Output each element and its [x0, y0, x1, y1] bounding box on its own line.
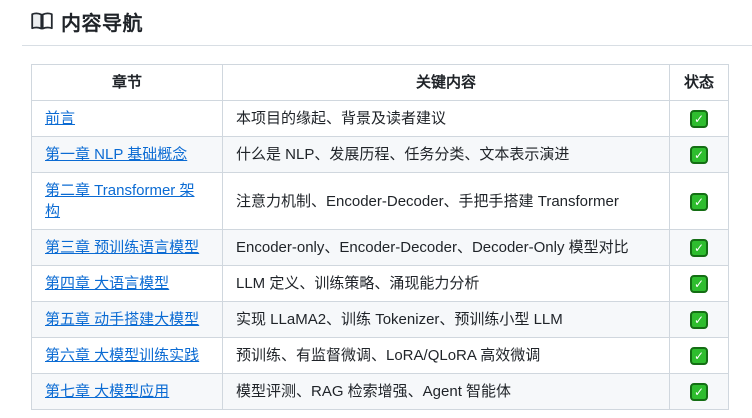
- status-cell: ✓: [669, 337, 729, 374]
- table-row: 第六章 大模型训练实践 预训练、有监督微调、LoRA/QLoRA 高效微调 ✓: [31, 337, 729, 374]
- chapter-link[interactable]: 第二章 Transformer 架构: [45, 182, 195, 220]
- key-content-cell: 实现 LLaMA2、训练 Tokenizer、预训练小型 LLM: [222, 301, 670, 338]
- key-content-cell: LLM 定义、训练策略、涌现能力分析: [222, 265, 670, 302]
- key-content-cell: Encoder-only、Encoder-Decoder、Decoder-Onl…: [222, 229, 670, 266]
- column-header-chapter: 章节: [31, 64, 223, 101]
- check-mark-icon: ✓: [690, 110, 708, 129]
- chapter-cell: 前言: [31, 100, 223, 137]
- check-mark-icon: ✓: [690, 383, 708, 402]
- chapter-cell: 第三章 预训练语言模型: [31, 229, 223, 266]
- column-header-key-content: 关键内容: [222, 64, 670, 101]
- status-cell: ✓: [669, 136, 729, 173]
- key-content-cell: 注意力机制、Encoder-Decoder、手把手搭建 Transformer: [222, 172, 670, 230]
- status-cell: ✓: [669, 301, 729, 338]
- section-heading: 内容导航: [22, 7, 752, 46]
- status-cell: ✓: [669, 373, 729, 410]
- key-content-cell: 预训练、有监督微调、LoRA/QLoRA 高效微调: [222, 337, 670, 374]
- table-body: 前言 本项目的缘起、背景及读者建议 ✓ 第一章 NLP 基础概念 什么是 NLP、发展历…: [31, 100, 729, 410]
- check-mark-icon: ✓: [690, 347, 708, 366]
- key-content-cell: 本项目的缘起、背景及读者建议: [222, 100, 670, 137]
- column-header-status: 状态: [669, 64, 729, 101]
- table-row: 第二章 Transformer 架构 注意力机制、Encoder-Decoder、…: [31, 172, 729, 230]
- table-row: 第四章 大语言模型 LLM 定义、训练策略、涌现能力分析 ✓: [31, 265, 729, 302]
- chapter-link[interactable]: 前言: [45, 110, 76, 127]
- table-row: 前言 本项目的缘起、背景及读者建议 ✓: [31, 100, 729, 137]
- chapter-link[interactable]: 第六章 大模型训练实践: [45, 347, 200, 364]
- table-row: 第一章 NLP 基础概念 什么是 NLP、发展历程、任务分类、文本表示演进 ✓: [31, 136, 729, 173]
- content-navigation-table: 章节 关键内容 状态 前言 本项目的缘起、背景及读者建议 ✓ 第一章 NLP 基础概念…: [31, 64, 729, 410]
- check-mark-icon: ✓: [690, 146, 708, 165]
- check-mark-icon: ✓: [690, 239, 708, 258]
- table-row: 第三章 预训练语言模型 Encoder-only、Encoder-Decoder、…: [31, 229, 729, 266]
- key-content-cell: 模型评测、RAG 检索增强、Agent 智能体: [222, 373, 670, 410]
- status-cell: ✓: [669, 172, 729, 230]
- check-mark-icon: ✓: [690, 275, 708, 294]
- chapter-cell: 第二章 Transformer 架构: [31, 172, 223, 230]
- table-row: 第七章 大模型应用 模型评测、RAG 检索增强、Agent 智能体 ✓: [31, 373, 729, 410]
- chapter-cell: 第四章 大语言模型: [31, 265, 223, 302]
- chapter-link[interactable]: 第七章 大模型应用: [45, 383, 170, 400]
- check-mark-icon: ✓: [690, 192, 708, 211]
- status-cell: ✓: [669, 100, 729, 137]
- chapter-cell: 第五章 动手搭建大模型: [31, 301, 223, 338]
- table-row: 第五章 动手搭建大模型 实现 LLaMA2、训练 Tokenizer、预训练小型 …: [31, 301, 729, 338]
- chapter-link[interactable]: 第五章 动手搭建大模型: [45, 311, 200, 328]
- page-title: 内容导航: [61, 13, 143, 35]
- key-content-cell: 什么是 NLP、发展历程、任务分类、文本表示演进: [222, 136, 670, 173]
- status-cell: ✓: [669, 229, 729, 266]
- table-header-row: 章节 关键内容 状态: [31, 64, 729, 101]
- chapter-cell: 第六章 大模型训练实践: [31, 337, 223, 374]
- chapter-link[interactable]: 第一章 NLP 基础概念: [45, 146, 188, 163]
- chapter-link[interactable]: 第四章 大语言模型: [45, 275, 170, 292]
- chapter-cell: 第一章 NLP 基础概念: [31, 136, 223, 173]
- check-mark-icon: ✓: [690, 311, 708, 330]
- open-book-icon: [30, 11, 54, 32]
- chapter-cell: 第七章 大模型应用: [31, 373, 223, 410]
- status-cell: ✓: [669, 265, 729, 302]
- chapter-link[interactable]: 第三章 预训练语言模型: [45, 239, 200, 256]
